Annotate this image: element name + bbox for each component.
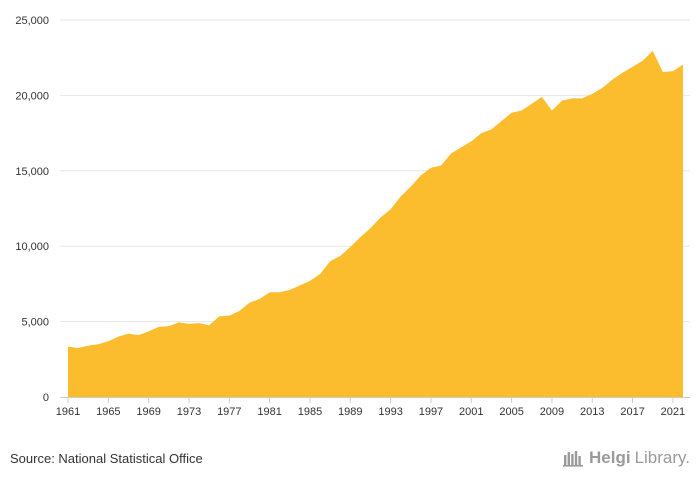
x-tick-label: 2013	[580, 406, 604, 418]
y-tick-label: 5,000	[21, 317, 49, 329]
source-note: Source: National Statistical Office	[10, 451, 203, 466]
x-tick-label: 2021	[661, 406, 685, 418]
y-tick-label: 10,000	[15, 241, 49, 253]
x-tick-label: 1985	[298, 406, 322, 418]
y-tick-label: 20,000	[15, 90, 49, 102]
x-tick-label: 2009	[540, 406, 564, 418]
x-tick-label: 1961	[56, 406, 80, 418]
footer: Source: National Statistical Office Helg…	[0, 440, 700, 483]
y-tick-label: 25,000	[15, 15, 49, 27]
x-tick-label: 1997	[419, 406, 443, 418]
x-tick-label: 1977	[217, 406, 241, 418]
y-tick-label: 0	[43, 392, 49, 404]
brand-logo: Helgi Library.	[563, 448, 690, 468]
x-tick-label: 1965	[96, 406, 120, 418]
x-tick-label: 1973	[177, 406, 201, 418]
x-tick-label: 2005	[499, 406, 523, 418]
library-books-icon	[563, 449, 585, 467]
x-tick-label: 1989	[338, 406, 362, 418]
area-layer	[68, 50, 683, 397]
x-tick-label: 2001	[459, 406, 483, 418]
x-tick-label: 2017	[620, 406, 644, 418]
area-series	[68, 50, 683, 397]
brand-name-helgi: Helgi	[589, 448, 631, 467]
y-tick-label: 15,000	[15, 166, 49, 178]
x-tick-label: 1981	[257, 406, 281, 418]
brand-name-library: Library.	[634, 448, 690, 467]
x-tick-label: 1993	[378, 406, 402, 418]
x-tick-label: 1969	[136, 406, 160, 418]
y-axis: 0 5,000 10,000 15,000 20,000 25,000	[15, 15, 49, 404]
x-axis: 1961 1965 1969 1973 1977 1981 1985 1989 1993 1997…	[56, 397, 690, 418]
